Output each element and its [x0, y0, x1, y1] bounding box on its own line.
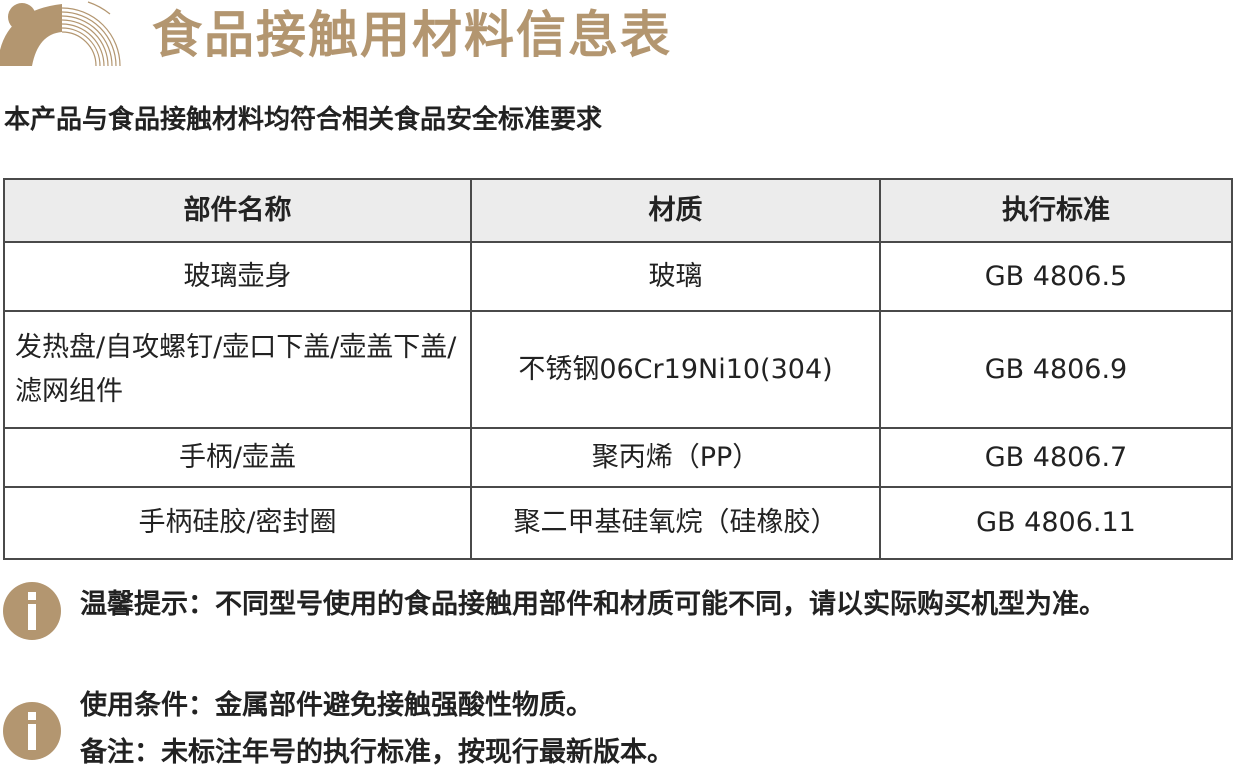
cell-standard: GB 4806.5: [879, 241, 1233, 312]
cell-material: 聚丙烯（PP）: [470, 427, 881, 488]
header-standard: 执行标准: [879, 178, 1233, 243]
cell-standard: GB 4806.11: [879, 486, 1233, 560]
usage-condition-note: 使用条件：金属部件避免接触强酸性物质。: [80, 690, 593, 721]
info-icon: [3, 582, 61, 640]
header-material: 材质: [470, 178, 881, 243]
cell-standard: GB 4806.7: [879, 427, 1233, 488]
tip-note: 温馨提示：不同型号使用的食品接触用部件和材质可能不同，请以实际购买机型为准。: [80, 589, 1106, 620]
info-icon: [3, 702, 61, 760]
table-row: 玻璃壶身 玻璃 GB 4806.5: [3, 241, 1233, 312]
cell-part: 发热盘/自攻螺钉/壶口下盖/壶盖下盖/滤网组件: [3, 310, 472, 429]
cell-standard: GB 4806.9: [879, 310, 1233, 429]
header-part: 部件名称: [3, 178, 472, 243]
cell-part: 玻璃壶身: [3, 241, 472, 312]
page-title: 食品接触用材料信息表: [152, 6, 672, 64]
cell-part: 手柄/壶盖: [3, 427, 472, 488]
bear-logo: [0, 1, 121, 66]
remark-note: 备注：未标注年号的执行标准，按现行最新版本。: [80, 737, 674, 768]
table-header-row: 部件名称 材质 执行标准: [3, 178, 1233, 243]
table-row: 手柄硅胶/密封圈 聚二甲基硅氧烷（硅橡胶） GB 4806.11: [3, 486, 1233, 560]
table-row: 发热盘/自攻螺钉/壶口下盖/壶盖下盖/滤网组件 不锈钢06Cr19Ni10(30…: [3, 310, 1233, 429]
cell-part: 手柄硅胶/密封圈: [3, 486, 472, 560]
cell-material: 聚二甲基硅氧烷（硅橡胶）: [470, 486, 881, 560]
cell-material: 玻璃: [470, 241, 881, 312]
cell-material: 不锈钢06Cr19Ni10(304): [470, 310, 881, 429]
subtitle: 本产品与食品接触材料均符合相关食品安全标准要求: [4, 105, 603, 135]
table-row: 手柄/壶盖 聚丙烯（PP） GB 4806.7: [3, 427, 1233, 488]
materials-table: 部件名称 材质 执行标准 玻璃壶身 玻璃 GB 4806.5 发热盘/自攻螺钉/…: [3, 178, 1233, 560]
